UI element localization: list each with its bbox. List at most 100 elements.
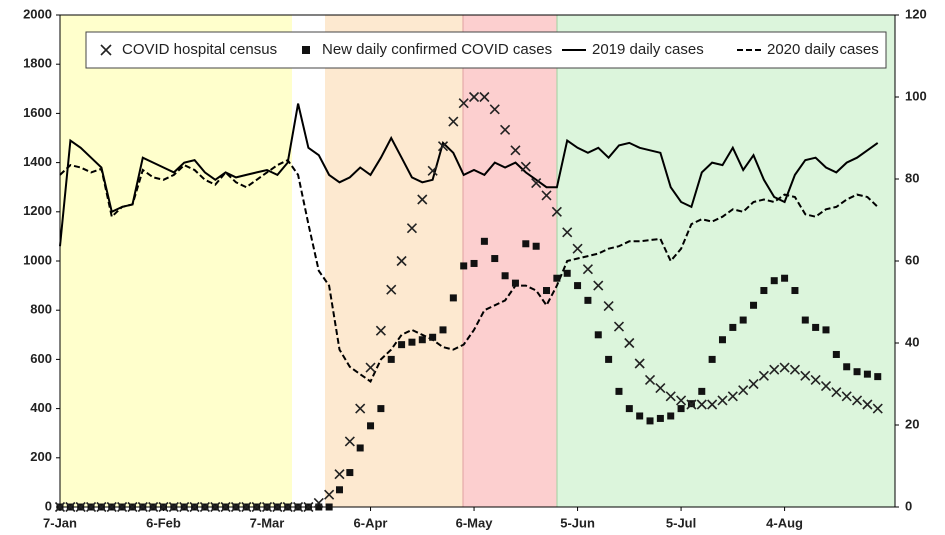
x-stroke	[199, 501, 210, 513]
census-point	[158, 501, 169, 513]
census-point	[531, 178, 542, 189]
census-point	[437, 141, 449, 152]
case-point	[636, 412, 644, 420]
x-stroke	[789, 364, 801, 375]
case-point	[543, 287, 551, 295]
x-stroke	[541, 190, 552, 201]
y-tick-label: 400	[30, 400, 52, 415]
x-stroke	[665, 391, 676, 402]
x-stroke	[241, 501, 252, 513]
x-stroke	[179, 501, 190, 513]
x-stroke	[738, 385, 749, 396]
case-point	[677, 405, 685, 413]
case-point	[625, 405, 633, 413]
case-point	[605, 355, 613, 363]
x-stroke	[324, 489, 335, 500]
y2-tick-label: 40	[905, 334, 919, 349]
x-stroke	[261, 501, 273, 513]
case-point	[522, 240, 530, 248]
census-point	[96, 501, 107, 513]
census-point	[562, 227, 573, 238]
x-stroke	[96, 501, 107, 513]
census-point	[665, 391, 676, 402]
census-point	[851, 395, 863, 406]
y2-tick-label: 120	[905, 6, 927, 21]
census-point	[613, 321, 625, 332]
case-point	[667, 412, 675, 420]
case-point	[874, 373, 882, 381]
case-point	[408, 338, 416, 346]
census-point	[479, 91, 490, 103]
x-tick-label: 7-Mar	[250, 515, 285, 530]
census-point	[624, 337, 635, 349]
census-point	[769, 364, 780, 375]
census-point	[168, 501, 179, 513]
x-tick-label: 6-May	[456, 515, 494, 530]
census-point	[251, 501, 262, 513]
census-point	[686, 399, 697, 410]
case-point	[511, 279, 519, 287]
census-point	[179, 501, 190, 513]
census-point	[230, 501, 242, 513]
case-point	[822, 326, 830, 334]
x-stroke	[510, 145, 521, 156]
case-point	[532, 242, 540, 250]
y-tick-label: 1200	[23, 203, 52, 218]
x-stroke	[810, 374, 821, 385]
case-point	[863, 370, 871, 378]
phase-band	[325, 15, 463, 507]
census-point	[85, 501, 97, 513]
x-stroke	[220, 501, 231, 513]
census-point	[551, 206, 562, 217]
legend-label: 2019 daily cases	[592, 41, 704, 58]
x-stroke	[572, 243, 583, 254]
case-point	[574, 282, 582, 290]
census-point	[655, 383, 666, 394]
census-point	[148, 501, 159, 513]
census-point	[75, 501, 86, 513]
census-point	[406, 223, 418, 234]
case-point	[460, 262, 468, 270]
series-line	[59, 158, 879, 384]
case-point	[377, 405, 385, 413]
x-stroke	[282, 501, 293, 513]
x-stroke	[293, 501, 304, 513]
x-stroke	[531, 178, 542, 189]
x-stroke	[375, 325, 386, 336]
census-point	[417, 194, 428, 205]
y2-tick-label: 20	[905, 416, 919, 431]
case-point	[315, 503, 323, 511]
census-point	[603, 301, 614, 312]
y-tick-label: 1600	[23, 105, 52, 120]
x-stroke	[117, 501, 128, 513]
census-point	[137, 501, 148, 513]
case-point	[387, 355, 395, 363]
census-point	[293, 501, 304, 513]
x-stroke	[500, 124, 511, 135]
x-stroke	[127, 501, 138, 513]
census-point	[634, 358, 645, 369]
x-stroke	[468, 91, 480, 103]
y-tick-label: 200	[30, 449, 52, 464]
case-point	[656, 414, 664, 422]
y2-tick-label: 0	[905, 498, 912, 513]
x-stroke	[676, 395, 687, 406]
case-point	[418, 336, 426, 344]
case-point	[491, 255, 499, 263]
census-point	[500, 124, 511, 135]
x-stroke	[582, 264, 593, 275]
x-stroke	[272, 501, 283, 513]
census-point	[117, 501, 128, 513]
census-point	[738, 385, 749, 396]
y-tick-label: 1000	[23, 252, 52, 267]
x-stroke	[396, 255, 407, 267]
case-point	[584, 296, 592, 304]
x-stroke	[417, 194, 428, 205]
case-point	[812, 323, 820, 331]
case-point	[501, 272, 509, 280]
x-stroke	[251, 501, 262, 513]
y-tick-label: 1400	[23, 154, 52, 169]
x-stroke	[230, 501, 242, 513]
case-point	[708, 355, 716, 363]
